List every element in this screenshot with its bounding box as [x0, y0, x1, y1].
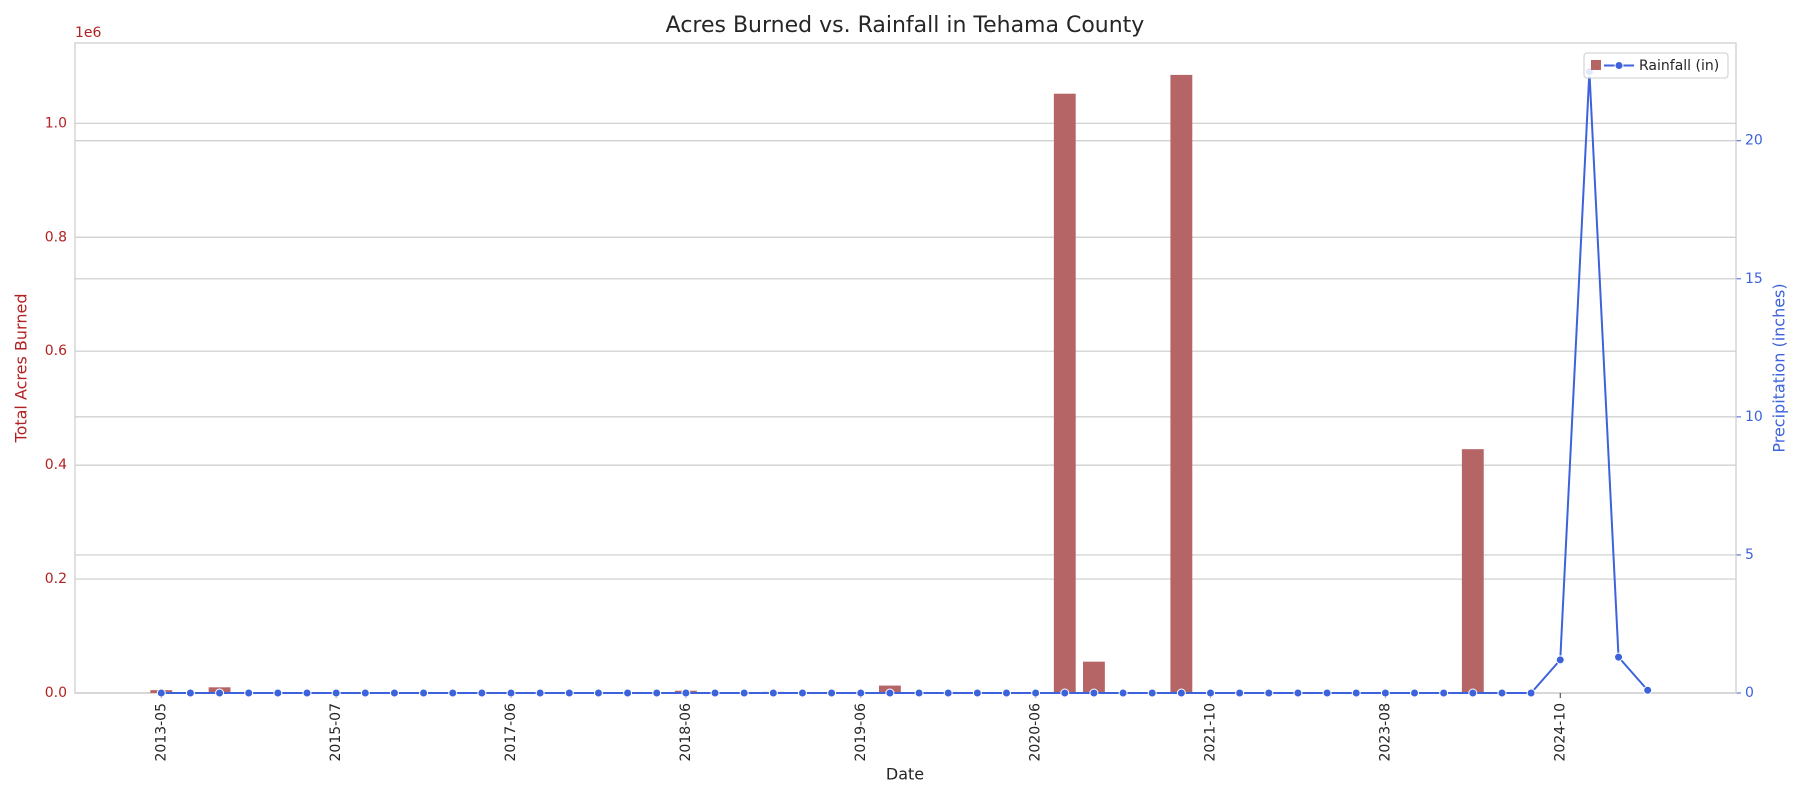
- line-marker: [1643, 685, 1653, 695]
- y-tick-label: 1.0: [45, 115, 67, 131]
- x-tick-label: 2019-06: [853, 703, 869, 762]
- x-tick-label: 2013-05: [153, 703, 169, 762]
- line-marker: [244, 688, 254, 698]
- line-marker: [1176, 688, 1186, 698]
- line-marker: [1468, 688, 1478, 698]
- line-marker: [739, 688, 749, 698]
- line-marker: [1001, 688, 1011, 698]
- y-tick-label: 0.8: [45, 229, 67, 245]
- bar: [1461, 449, 1484, 693]
- y-axis-label: Total Acres Burned: [12, 294, 31, 444]
- line-marker: [1439, 688, 1449, 698]
- y2-tick-label: 0: [1745, 685, 1754, 701]
- line-marker: [914, 688, 924, 698]
- line-marker: [448, 688, 458, 698]
- line-marker: [302, 688, 312, 698]
- line-marker: [972, 688, 982, 698]
- line-marker: [1322, 688, 1332, 698]
- line-marker: [1206, 688, 1216, 698]
- line-marker: [768, 688, 778, 698]
- x-axis-label: Date: [886, 765, 924, 784]
- x-tick-label: 2023-08: [1377, 703, 1393, 762]
- line-marker: [1293, 688, 1303, 698]
- line-marker: [856, 688, 866, 698]
- line-marker: [564, 688, 574, 698]
- line-marker: [943, 688, 953, 698]
- y2-tick-label: 5: [1745, 547, 1754, 563]
- line-marker: [1614, 652, 1624, 662]
- line-marker: [1526, 688, 1536, 698]
- legend-marker: [1614, 61, 1624, 70]
- line-marker: [652, 688, 662, 698]
- line-marker: [885, 688, 895, 698]
- line-marker: [185, 688, 195, 698]
- line-marker: [535, 688, 545, 698]
- line-marker: [1497, 688, 1507, 698]
- line-marker: [1380, 688, 1390, 698]
- line-marker: [506, 688, 516, 698]
- legend-label: Rainfall (in): [1639, 58, 1719, 74]
- legend-patch: [1591, 60, 1601, 70]
- line-marker: [389, 688, 399, 698]
- line-marker: [273, 688, 283, 698]
- y-tick-label: 0.2: [45, 571, 67, 587]
- y-tick-label: 0.6: [45, 343, 67, 359]
- line-marker: [1031, 688, 1041, 698]
- line-marker: [1089, 688, 1099, 698]
- y2-tick-label: 15: [1745, 271, 1763, 287]
- line-marker: [419, 688, 429, 698]
- line-marker: [1147, 688, 1157, 698]
- line-marker: [681, 688, 691, 698]
- line-marker: [593, 688, 603, 698]
- line-marker: [797, 688, 807, 698]
- line-marker: [215, 688, 225, 698]
- line-marker: [1235, 688, 1245, 698]
- bar: [1053, 93, 1076, 693]
- line: [161, 71, 1649, 694]
- x-tick-label: 2024-10: [1552, 703, 1568, 762]
- x-tick-label: 2015-07: [328, 703, 344, 762]
- y-tick-label: 0.4: [45, 457, 67, 473]
- line-marker: [1264, 688, 1274, 698]
- line-marker: [156, 688, 166, 698]
- legend: Rainfall (in): [1583, 52, 1729, 79]
- bar: [1082, 661, 1105, 693]
- x-tick-label: 2018-06: [678, 703, 694, 762]
- bar: [1170, 74, 1193, 693]
- y2-tick-label: 20: [1745, 133, 1763, 149]
- line-marker: [623, 688, 633, 698]
- line-marker: [1555, 655, 1565, 665]
- line-marker: [827, 688, 837, 698]
- legend-box: [1583, 52, 1729, 79]
- line-marker: [360, 688, 370, 698]
- line-marker: [1060, 688, 1070, 698]
- line-marker: [477, 688, 487, 698]
- x-tick-label: 2017-06: [503, 703, 519, 762]
- line-marker: [1351, 688, 1361, 698]
- y2-tick-label: 10: [1745, 409, 1763, 425]
- line-marker: [1118, 688, 1128, 698]
- line-marker: [331, 688, 341, 698]
- y-offset-label: 1e6: [75, 25, 102, 41]
- line-marker: [1410, 688, 1420, 698]
- chart-title: Acres Burned vs. Rainfall in Tehama Coun…: [666, 13, 1145, 38]
- y-tick-label: 0.0: [45, 685, 67, 701]
- line-marker: [710, 688, 720, 698]
- x-tick-label: 2021-10: [1203, 703, 1219, 762]
- y2-axis-label: Precipitation (inches): [1770, 283, 1789, 452]
- x-tick-label: 2020-06: [1028, 703, 1044, 762]
